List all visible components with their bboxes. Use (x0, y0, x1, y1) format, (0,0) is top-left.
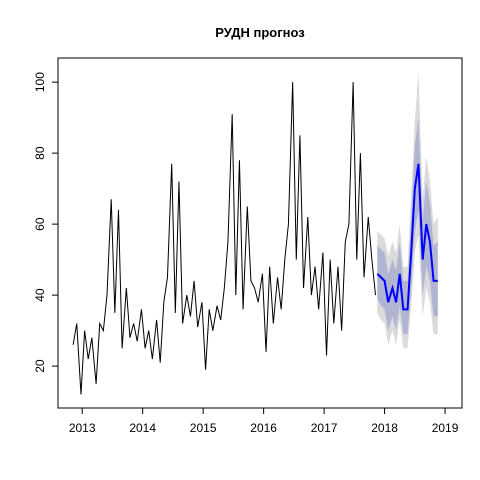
x-tick-label: 2013 (69, 421, 96, 435)
history-line (72, 82, 377, 395)
forecast-line (376, 163, 438, 311)
x-tick-label: 2015 (190, 421, 217, 435)
x-tick-label: 2017 (311, 421, 338, 435)
x-tick-label: 2018 (371, 421, 398, 435)
y-tick-label: 100 (33, 72, 47, 92)
chart-title: РУДН прогноз (215, 25, 305, 40)
y-tick-label: 20 (33, 359, 47, 373)
x-tick-label: 2019 (432, 421, 459, 435)
y-tick-label: 40 (33, 288, 47, 302)
x-tick-label: 2014 (129, 421, 156, 435)
y-tick-label: 80 (33, 146, 47, 160)
band-80 (377, 117, 438, 335)
y-tick-label: 60 (33, 217, 47, 231)
x-tick-label: 2016 (250, 421, 277, 435)
